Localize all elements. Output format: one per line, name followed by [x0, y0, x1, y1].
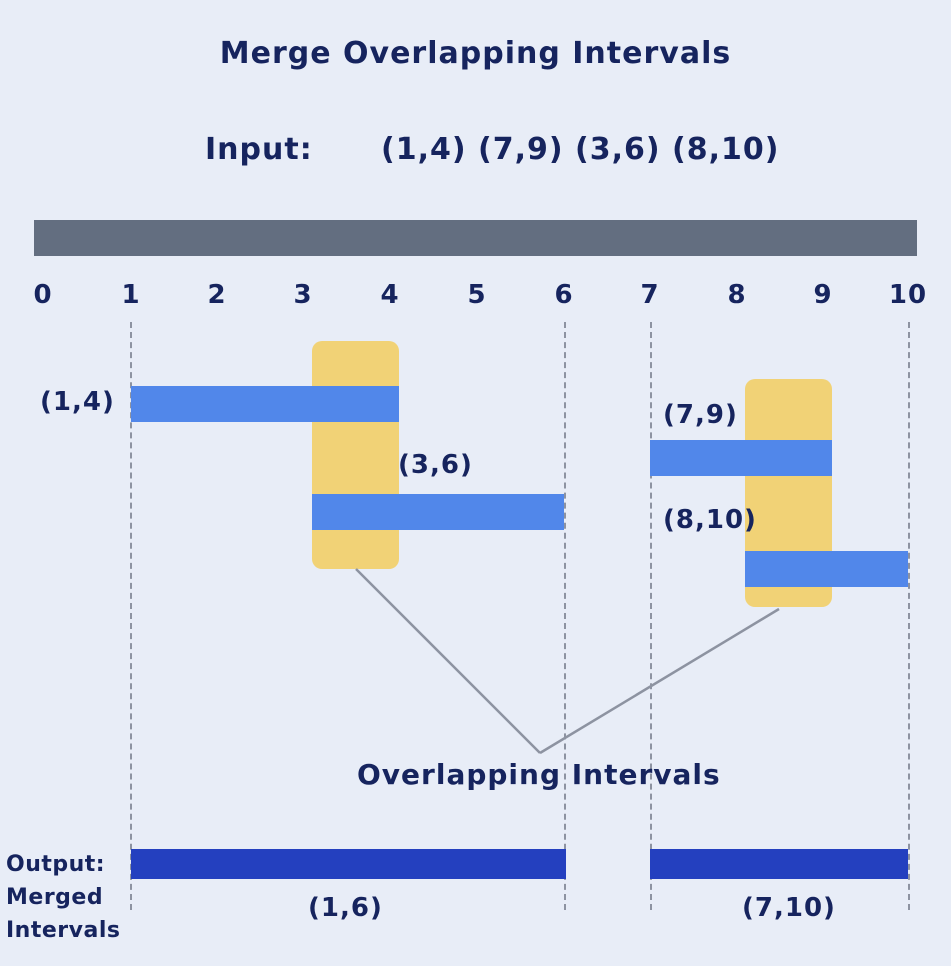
- interval-label: (8,10): [663, 505, 757, 535]
- interval-label: (1,4): [40, 387, 115, 417]
- tick-label: 3: [293, 280, 313, 310]
- tick-label: 4: [380, 280, 400, 310]
- connector-line: [355, 568, 541, 754]
- merged-label: (1,6): [308, 893, 383, 923]
- connector-line: [539, 607, 780, 755]
- tick-label: 6: [554, 280, 574, 310]
- tick-label: 5: [467, 280, 487, 310]
- tick-label: 0: [33, 280, 53, 310]
- guide-line-6: [564, 322, 566, 910]
- merged-bar-1-6: [131, 849, 566, 879]
- interval-label: (7,9): [663, 400, 738, 430]
- overlap-highlight: [312, 341, 399, 569]
- guide-line-1: [130, 322, 132, 910]
- input-label: Input:: [205, 132, 313, 167]
- diagram-title: Merge Overlapping Intervals: [219, 36, 732, 71]
- interval-bar-1-4: [131, 386, 399, 422]
- merged-label: (7,10): [742, 893, 836, 923]
- output-label-line1: Output:: [6, 852, 106, 877]
- output-label-line3: Intervals: [6, 918, 121, 943]
- guide-line-10: [908, 322, 910, 910]
- interval-bar-7-9: [650, 440, 832, 476]
- tick-label: 8: [727, 280, 747, 310]
- tick-label: 1: [121, 280, 141, 310]
- guide-line-7: [650, 322, 652, 910]
- number-line-bar: [34, 220, 917, 256]
- interval-label: (3,6): [398, 450, 473, 480]
- interval-bar-3-6: [312, 494, 564, 530]
- input-values: (1,4) (7,9) (3,6) (8,10): [381, 132, 780, 167]
- tick-label: 10: [888, 280, 928, 310]
- tick-label: 2: [207, 280, 227, 310]
- interval-bar-8-10: [745, 551, 908, 587]
- output-label-line2: Merged: [6, 885, 104, 910]
- tick-label: 7: [640, 280, 660, 310]
- tick-label: 9: [813, 280, 833, 310]
- overlap-caption: Overlapping Intervals: [357, 758, 721, 791]
- merged-bar-7-10: [650, 849, 908, 879]
